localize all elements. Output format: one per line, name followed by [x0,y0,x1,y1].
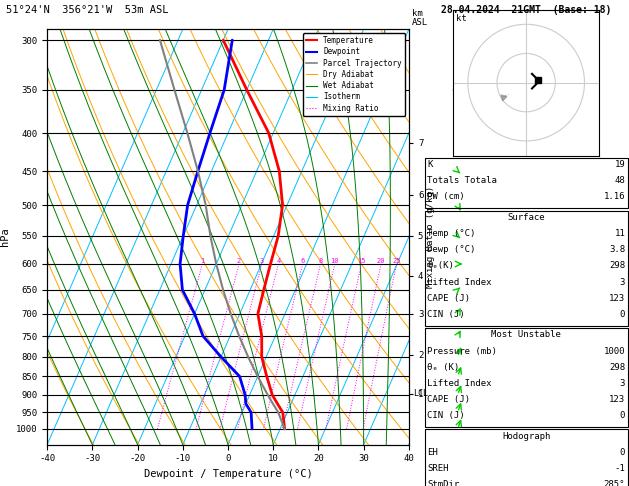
Text: 3.8: 3.8 [609,245,625,255]
Text: 15: 15 [357,258,365,264]
Text: 123: 123 [609,395,625,404]
Text: StmDir: StmDir [427,480,459,486]
Text: Totals Totala: Totals Totala [427,176,497,186]
Text: 0: 0 [620,448,625,457]
Text: -1: -1 [615,464,625,473]
Text: 10: 10 [331,258,339,264]
Text: kt: kt [456,14,467,23]
Text: Lifted Index: Lifted Index [427,379,492,388]
Text: 2: 2 [237,258,241,264]
X-axis label: Dewpoint / Temperature (°C): Dewpoint / Temperature (°C) [143,469,313,479]
Text: 0: 0 [620,310,625,319]
Text: θₑ(K): θₑ(K) [427,261,454,271]
Text: 1: 1 [200,258,204,264]
Text: Pressure (mb): Pressure (mb) [427,347,497,356]
Text: CAPE (J): CAPE (J) [427,294,470,303]
Text: 11: 11 [615,229,625,239]
Text: 123: 123 [609,294,625,303]
Text: 4: 4 [276,258,281,264]
Text: 285°: 285° [604,480,625,486]
Text: 25: 25 [392,258,401,264]
Text: 3: 3 [620,379,625,388]
Text: θₑ (K): θₑ (K) [427,363,459,372]
Text: Surface: Surface [508,213,545,223]
Text: 19: 19 [615,160,625,170]
Text: K: K [427,160,433,170]
Text: CIN (J): CIN (J) [427,310,465,319]
Legend: Temperature, Dewpoint, Parcel Trajectory, Dry Adiabat, Wet Adiabat, Isotherm, Mi: Temperature, Dewpoint, Parcel Trajectory… [303,33,405,116]
Y-axis label: hPa: hPa [1,227,11,246]
Text: Most Unstable: Most Unstable [491,330,561,340]
Text: 51°24'N  356°21'W  53m ASL: 51°24'N 356°21'W 53m ASL [6,5,169,15]
Text: 28.04.2024  21GMT  (Base: 18): 28.04.2024 21GMT (Base: 18) [441,5,611,15]
Text: 3: 3 [260,258,264,264]
Text: 298: 298 [609,261,625,271]
Text: 20: 20 [377,258,385,264]
Text: 0: 0 [620,411,625,420]
Text: 1.16: 1.16 [604,192,625,202]
Text: Temp (°C): Temp (°C) [427,229,476,239]
Text: km
ASL: km ASL [412,9,428,27]
Text: 6: 6 [301,258,305,264]
Text: LCL: LCL [413,389,428,399]
Text: SREH: SREH [427,464,448,473]
Text: CAPE (J): CAPE (J) [427,395,470,404]
Text: 3: 3 [620,278,625,287]
Text: CIN (J): CIN (J) [427,411,465,420]
Text: 298: 298 [609,363,625,372]
Text: 48: 48 [615,176,625,186]
Text: Dewp (°C): Dewp (°C) [427,245,476,255]
Text: Hodograph: Hodograph [502,432,550,441]
Text: Lifted Index: Lifted Index [427,278,492,287]
Text: PW (cm): PW (cm) [427,192,465,202]
Text: 1000: 1000 [604,347,625,356]
Text: 8: 8 [318,258,323,264]
Text: EH: EH [427,448,438,457]
Text: Mixing Ratio (g/kg): Mixing Ratio (g/kg) [426,186,435,288]
